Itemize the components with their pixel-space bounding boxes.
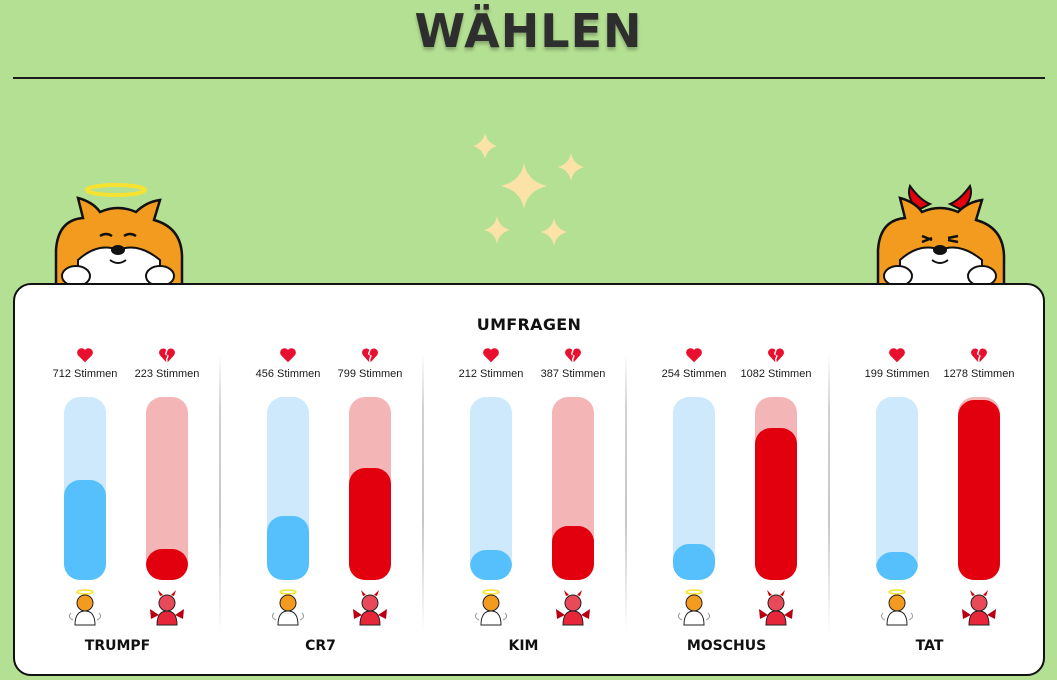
heart-icon[interactable] xyxy=(279,347,297,363)
poll-panel: UMFRAGEN 712 Stimmen 223 Stimmen TRUMPF 456… xyxy=(13,283,1045,676)
evil-vote-bar xyxy=(958,397,1000,580)
good-vote-count: 712 Stimmen xyxy=(52,368,118,380)
candidate-name: TAT xyxy=(915,638,944,654)
evil-vote-bar xyxy=(552,397,594,580)
good-vote-bar-fill xyxy=(876,552,918,580)
sparkles-icon xyxy=(473,133,584,246)
evil-vote-bar xyxy=(755,397,797,580)
candidate-name: MOSCHUS xyxy=(686,638,767,654)
good-vote-bar xyxy=(64,397,106,580)
evil-vote-count: 1082 Stimmen xyxy=(740,368,812,380)
angel-avatar[interactable] xyxy=(877,587,917,627)
devil-avatar[interactable] xyxy=(553,587,593,627)
good-vote-bar xyxy=(673,397,715,580)
evil-vote-bar-fill xyxy=(755,428,797,580)
poll-title: UMFRAGEN xyxy=(476,315,582,334)
good-vote-count: 456 Stimmen xyxy=(255,368,321,380)
page-title: WÄHLEN xyxy=(414,4,643,58)
broken-heart-icon[interactable] xyxy=(361,347,379,363)
evil-vote-bar-fill xyxy=(958,400,1000,580)
evil-vote-count: 1278 Stimmen xyxy=(943,368,1015,380)
evil-vote-bar-fill xyxy=(552,526,594,580)
devil-avatar[interactable] xyxy=(147,587,187,627)
angel-dog-mascot xyxy=(54,183,184,290)
broken-heart-icon[interactable] xyxy=(767,347,785,363)
candidate-name: KIM xyxy=(508,638,539,654)
evil-vote-count: 387 Stimmen xyxy=(540,368,606,380)
heart-icon[interactable] xyxy=(482,347,500,363)
candidate-name: CR7 xyxy=(305,638,336,654)
heart-icon[interactable] xyxy=(685,347,703,363)
poll-columns: 712 Stimmen 223 Stimmen TRUMPF 456 Stimmen 7… xyxy=(15,345,1043,665)
evil-vote-count: 799 Stimmen xyxy=(337,368,403,380)
column-divider xyxy=(422,353,424,633)
heart-icon[interactable] xyxy=(76,347,94,363)
angel-avatar[interactable] xyxy=(471,587,511,627)
angel-avatar[interactable] xyxy=(65,587,105,627)
angel-avatar[interactable] xyxy=(674,587,714,627)
title-divider xyxy=(13,77,1045,79)
good-vote-count: 212 Stimmen xyxy=(458,368,524,380)
poll-column: 712 Stimmen 223 Stimmen TRUMPF xyxy=(16,345,219,665)
evil-vote-bar-fill xyxy=(146,549,188,580)
candidate-name: TRUMPF xyxy=(84,638,151,654)
evil-vote-count: 223 Stimmen xyxy=(134,368,200,380)
devil-avatar[interactable] xyxy=(959,587,999,627)
good-vote-bar-fill xyxy=(64,480,106,580)
broken-heart-icon[interactable] xyxy=(564,347,582,363)
broken-heart-icon[interactable] xyxy=(158,347,176,363)
good-vote-count: 199 Stimmen xyxy=(864,368,930,380)
column-divider xyxy=(828,353,830,633)
devil-avatar[interactable] xyxy=(350,587,390,627)
poll-column: 199 Stimmen 1278 Stimmen TAT xyxy=(828,345,1031,665)
evil-vote-bar-fill xyxy=(349,468,391,580)
poll-column: 212 Stimmen 387 Stimmen KIM xyxy=(422,345,625,665)
good-vote-bar xyxy=(267,397,309,580)
good-vote-bar xyxy=(470,397,512,580)
poll-column: 254 Stimmen 1082 Stimmen MOSCHUS xyxy=(625,345,828,665)
column-divider xyxy=(219,353,221,633)
good-vote-bar-fill xyxy=(673,544,715,580)
column-divider xyxy=(625,353,627,633)
good-vote-count: 254 Stimmen xyxy=(661,368,727,380)
angel-avatar[interactable] xyxy=(268,587,308,627)
devil-dog-mascot xyxy=(876,183,1006,290)
broken-heart-icon[interactable] xyxy=(970,347,988,363)
good-vote-bar-fill xyxy=(267,516,309,580)
evil-vote-bar xyxy=(349,397,391,580)
good-vote-bar-fill xyxy=(470,550,512,580)
devil-avatar[interactable] xyxy=(756,587,796,627)
good-vote-bar xyxy=(876,397,918,580)
poll-column: 456 Stimmen 799 Stimmen CR7 xyxy=(219,345,422,665)
evil-vote-bar xyxy=(146,397,188,580)
heart-icon[interactable] xyxy=(888,347,906,363)
